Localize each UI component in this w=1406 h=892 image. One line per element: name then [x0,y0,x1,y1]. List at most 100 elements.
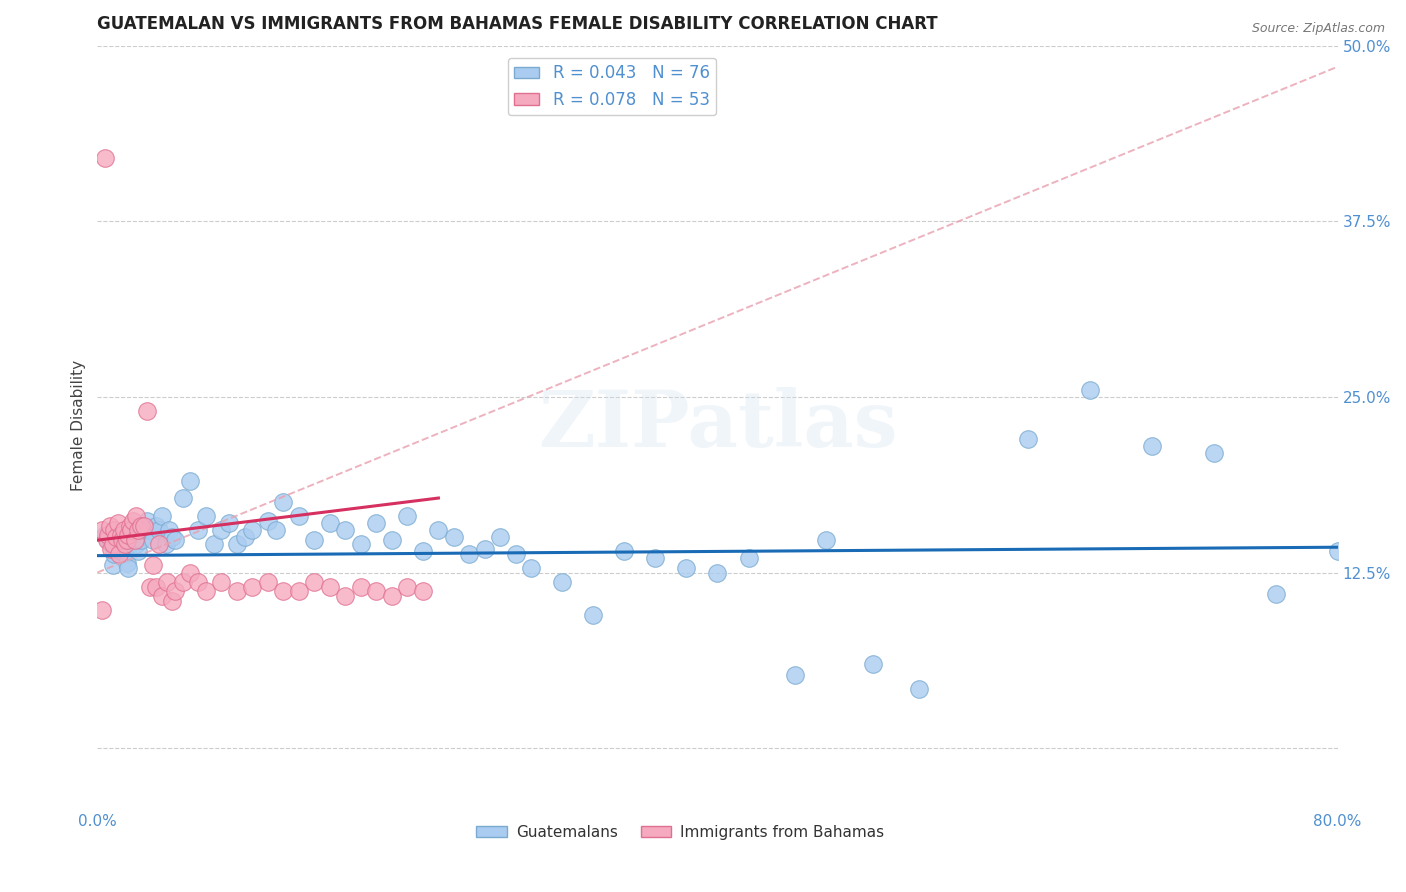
Point [273,583,295,598]
Legend: Guatemalans, Immigrants from Bahamas: Guatemalans, Immigrants from Bahamas [470,819,890,846]
Point [117,527,139,541]
Point [101,537,124,551]
Point [148,524,170,538]
Point [127,524,149,538]
Point [145,519,167,533]
Point [115,533,138,548]
Point [737,551,759,566]
Text: GUATEMALAN VS IMMIGRANTS FROM BAHAMAS FEMALE DISABILITY CORRELATION CHART: GUATEMALAN VS IMMIGRANTS FROM BAHAMAS FE… [97,15,938,33]
Point [152,590,174,604]
Point [1326,544,1348,558]
Point [814,533,837,548]
Point [118,537,141,551]
Point [103,524,125,538]
Point [209,575,232,590]
Point [104,530,127,544]
Point [107,516,129,531]
Point [110,527,132,541]
Point [443,530,465,544]
Point [551,575,574,590]
Point [242,580,264,594]
Point [129,533,152,548]
Point [257,575,280,590]
Point [132,519,155,533]
Point [350,537,373,551]
Point [202,537,225,551]
Point [412,583,434,598]
Point [783,668,806,682]
Point [142,558,165,573]
Point [179,474,201,488]
Point [187,575,209,590]
Point [288,509,311,524]
Point [108,547,131,561]
Point [209,524,232,538]
Point [114,537,136,551]
Point [156,575,179,590]
Point [120,533,142,548]
Point [152,509,174,524]
Point [118,519,141,533]
Point [97,527,120,541]
Point [122,527,145,541]
Point [179,566,201,580]
Point [101,558,124,573]
Point [458,547,481,561]
Point [1202,446,1225,460]
Point [139,580,162,594]
Point [613,544,636,558]
Point [862,657,884,671]
Point [366,583,388,598]
Point [160,530,183,544]
Point [110,544,132,558]
Point [225,583,247,598]
Point [139,524,162,538]
Point [257,514,280,528]
Point [100,537,122,551]
Point [127,544,149,558]
Point [427,524,450,538]
Point [412,544,434,558]
Point [112,530,135,544]
Point [288,583,311,598]
Point [366,516,388,531]
Text: Source: ZipAtlas.com: Source: ZipAtlas.com [1251,22,1385,36]
Point [163,583,186,598]
Text: ZIPatlas: ZIPatlas [537,387,897,463]
Point [114,547,136,561]
Point [1140,439,1163,453]
Point [335,524,357,538]
Point [194,509,217,524]
Point [103,547,125,561]
Point [644,551,666,566]
Point [155,537,177,551]
Point [474,541,496,556]
Point [350,580,373,594]
Point [233,530,256,544]
Point [136,514,159,528]
Point [505,547,527,561]
Point [489,530,512,544]
Point [160,593,183,607]
Point [706,566,728,580]
Point [157,524,180,538]
Point [675,561,697,575]
Point [111,533,134,548]
Point [172,575,194,590]
Point [142,533,165,548]
Point [582,607,605,622]
Point [104,541,127,556]
Point [225,537,247,551]
Point [94,527,117,541]
Point [111,537,134,551]
Point [520,561,543,575]
Point [91,603,114,617]
Point [1078,383,1101,397]
Point [132,524,155,538]
Point [124,533,146,548]
Point [187,524,209,538]
Point [242,524,264,538]
Point [112,524,135,538]
Point [304,533,326,548]
Point [136,404,159,418]
